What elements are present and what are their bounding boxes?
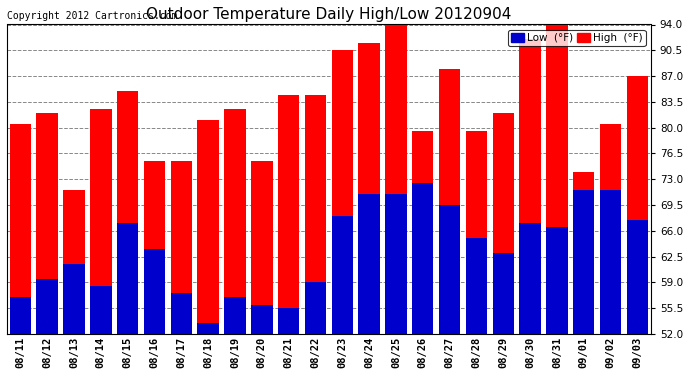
Bar	[358, 194, 380, 334]
Bar	[63, 264, 85, 334]
Bar	[331, 50, 353, 334]
Title: Outdoor Temperature Daily High/Low 20120904: Outdoor Temperature Daily High/Low 20120…	[146, 7, 511, 22]
Bar	[412, 183, 433, 334]
Bar	[493, 253, 514, 334]
Bar	[412, 131, 433, 334]
Bar	[117, 91, 139, 334]
Bar	[63, 190, 85, 334]
Bar	[546, 227, 568, 334]
Bar	[144, 249, 165, 334]
Bar	[466, 131, 487, 334]
Bar	[493, 113, 514, 334]
Bar	[439, 69, 460, 334]
Bar	[466, 238, 487, 334]
Bar	[170, 161, 192, 334]
Bar	[627, 220, 648, 334]
Bar	[144, 161, 165, 334]
Bar	[224, 109, 246, 334]
Bar	[170, 294, 192, 334]
Bar	[305, 94, 326, 334]
Bar	[278, 308, 299, 334]
Bar	[600, 124, 621, 334]
Bar	[197, 120, 219, 334]
Bar	[278, 94, 299, 334]
Bar	[10, 124, 31, 334]
Bar	[573, 190, 595, 334]
Bar	[439, 205, 460, 334]
Bar	[573, 172, 595, 334]
Bar	[385, 194, 406, 334]
Bar	[546, 24, 568, 334]
Bar	[10, 297, 31, 334]
Bar	[305, 282, 326, 334]
Bar	[331, 216, 353, 334]
Bar	[37, 113, 58, 334]
Bar	[90, 286, 112, 334]
Bar	[117, 224, 139, 334]
Bar	[251, 304, 273, 334]
Bar	[520, 39, 541, 334]
Bar	[358, 43, 380, 334]
Bar	[37, 279, 58, 334]
Text: Copyright 2012 Cartronics.com: Copyright 2012 Cartronics.com	[7, 11, 177, 21]
Bar	[627, 76, 648, 334]
Bar	[385, 24, 406, 334]
Bar	[251, 161, 273, 334]
Bar	[197, 323, 219, 334]
Bar	[224, 297, 246, 334]
Bar	[90, 109, 112, 334]
Bar	[600, 190, 621, 334]
Bar	[520, 224, 541, 334]
Legend: Low  (°F), High  (°F): Low (°F), High (°F)	[508, 30, 646, 46]
